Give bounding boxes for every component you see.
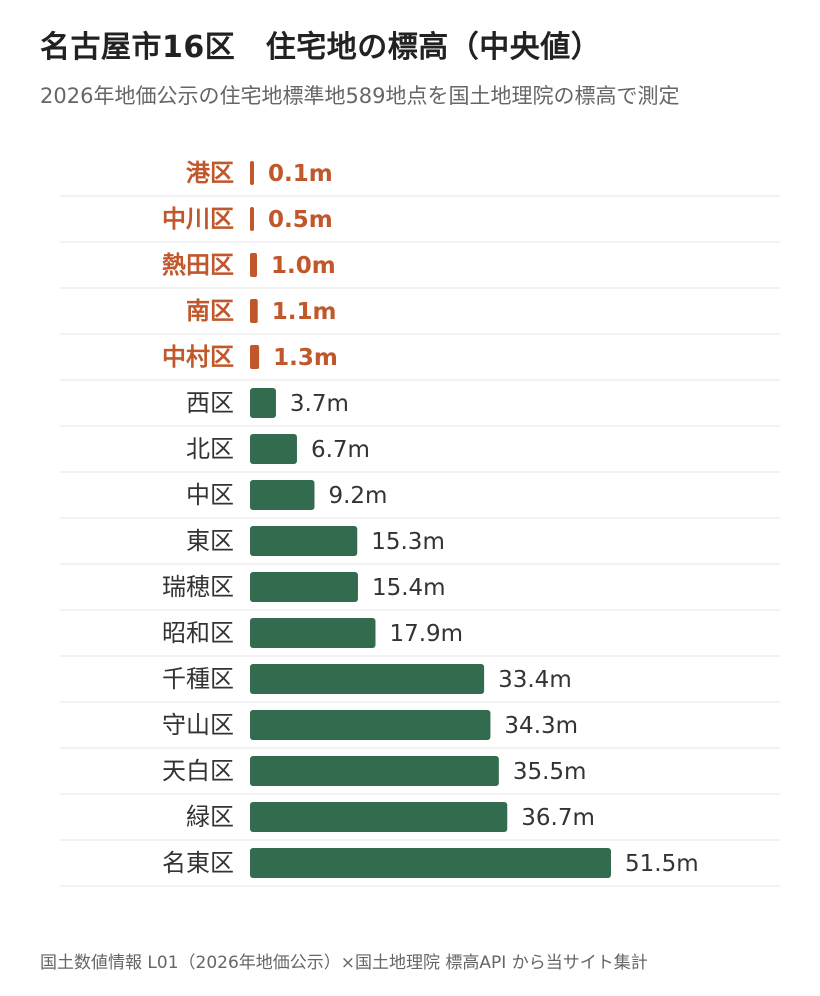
value-label: 34.3m xyxy=(504,713,578,739)
category-label: 西区 xyxy=(186,389,234,417)
category-label: 熱田区 xyxy=(162,251,234,279)
chart-title: 名古屋市16区 住宅地の標高（中央値） xyxy=(40,30,602,65)
bar-名東区 xyxy=(250,848,611,878)
value-label: 36.7m xyxy=(521,805,595,831)
category-label: 港区 xyxy=(186,159,234,187)
category-label: 瑞穂区 xyxy=(162,573,234,601)
category-label: 南区 xyxy=(186,297,234,325)
value-label: 15.4m xyxy=(372,575,446,601)
category-label: 天白区 xyxy=(162,757,234,785)
category-label: 東区 xyxy=(186,527,234,555)
value-label: 15.3m xyxy=(371,529,445,555)
value-label: 51.5m xyxy=(625,851,699,877)
category-label: 緑区 xyxy=(186,803,234,831)
value-label: 6.7m xyxy=(311,437,370,463)
bar-北区 xyxy=(250,434,297,464)
value-label: 33.4m xyxy=(498,667,572,693)
category-label: 中村区 xyxy=(162,343,234,371)
bar-西区 xyxy=(250,388,276,418)
value-label: 9.2m xyxy=(328,483,387,509)
bar-中村区 xyxy=(250,345,260,369)
bar-守山区 xyxy=(250,710,491,740)
value-label: 0.5m xyxy=(268,207,333,233)
value-label: 35.5m xyxy=(513,759,587,785)
bar-中区 xyxy=(250,480,315,510)
bar-瑞穂区 xyxy=(250,572,358,602)
value-label: 0.1m xyxy=(268,161,333,187)
category-label: 守山区 xyxy=(162,711,234,739)
source-note: 国土数値情報 L01（2026年地価公示）×国土地理院 標高API から当サイト… xyxy=(40,953,648,973)
category-label: 中川区 xyxy=(162,205,234,233)
bar-港区 xyxy=(250,161,254,185)
bar-中川区 xyxy=(250,207,254,231)
category-label: 千種区 xyxy=(162,665,234,693)
bar-天白区 xyxy=(250,756,499,786)
category-label: 昭和区 xyxy=(162,619,234,647)
chart-subtitle: 2026年地価公示の住宅地標準地589地点を国土地理院の標高で測定 xyxy=(40,84,680,108)
category-label: 北区 xyxy=(186,435,234,463)
value-label: 1.1m xyxy=(272,299,337,325)
value-label: 1.0m xyxy=(271,253,336,279)
value-label: 17.9m xyxy=(389,621,463,647)
bar-熱田区 xyxy=(250,253,258,277)
bar-南区 xyxy=(250,299,258,323)
category-label: 中区 xyxy=(186,481,234,509)
value-label: 3.7m xyxy=(290,391,349,417)
bar-昭和区 xyxy=(250,618,376,648)
category-label: 名東区 xyxy=(162,849,234,877)
bar-千種区 xyxy=(250,664,485,694)
bar-緑区 xyxy=(250,802,508,832)
bar-東区 xyxy=(250,526,358,556)
value-label: 1.3m xyxy=(273,345,338,371)
